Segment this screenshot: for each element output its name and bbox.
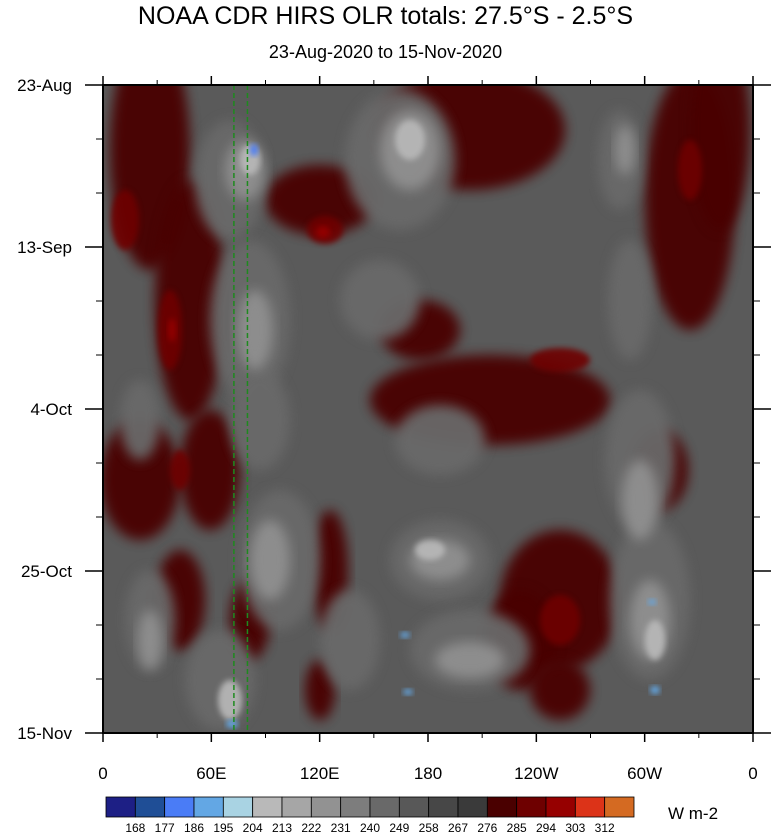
y-tick-label: 15-Nov xyxy=(17,724,72,743)
field-blob xyxy=(540,595,580,645)
colorbar-label: 195 xyxy=(213,821,233,834)
colorbar-swatch xyxy=(457,796,488,818)
field-blob xyxy=(650,686,660,694)
x-tick-label: 0 xyxy=(98,764,107,783)
colorbar-label: 285 xyxy=(507,821,527,834)
y-tick-label: 13-Sep xyxy=(17,238,72,257)
plot-area xyxy=(103,85,753,733)
field-blob xyxy=(185,630,255,730)
x-tick-label: 180 xyxy=(414,764,442,783)
colorbar-swatch xyxy=(516,796,547,818)
colorbar-label: 231 xyxy=(331,821,351,834)
field-blob xyxy=(170,450,190,490)
field-blob xyxy=(305,660,335,720)
field-blob xyxy=(230,370,290,470)
field-blob xyxy=(530,348,590,372)
field-blob xyxy=(340,260,420,340)
field-blob xyxy=(435,642,505,678)
x-tick-label: 60E xyxy=(196,764,226,783)
colorbar-swatch xyxy=(281,796,312,818)
colorbar-swatch xyxy=(574,796,606,818)
colorbar-label: 222 xyxy=(301,821,321,834)
field-blob xyxy=(395,405,485,475)
colorbar-label: 204 xyxy=(243,821,263,834)
colorbar-swatch xyxy=(193,796,224,818)
colorbar-label: 240 xyxy=(360,821,380,834)
colorbar-swatch xyxy=(222,796,254,818)
field-blob xyxy=(622,460,658,540)
colorbar-label: 168 xyxy=(125,821,145,834)
axes: 0 60E 120E 180 120W 60W 0 23-Aug 13-Sep 4-Oct 25-O… xyxy=(17,76,771,783)
field-blob xyxy=(168,318,176,342)
colorbar-swatch xyxy=(369,796,400,818)
chart-title: NOAA CDR HIRS OLR totals: 27.5°S - 2.5°S xyxy=(137,2,634,30)
field-blob xyxy=(645,620,665,660)
colorbar-swatch xyxy=(340,796,371,818)
colorbar-swatch xyxy=(252,796,283,818)
x-tick-label: 60W xyxy=(627,764,662,783)
colorbar-swatch xyxy=(105,796,136,818)
x-tick-label: 0 xyxy=(748,764,757,783)
colorbar: 168 177 186 195 204 213 222 231 240 249 258 267 276 2… xyxy=(105,796,635,834)
field-blob xyxy=(678,140,702,200)
colorbar-swatch xyxy=(486,796,518,818)
field-blob xyxy=(237,290,273,370)
y-tick-label: 25-Oct xyxy=(21,562,72,581)
field-blob xyxy=(608,240,652,360)
colorbar-label: 177 xyxy=(155,821,175,834)
x-tick-label: 120W xyxy=(514,764,558,783)
field-blob xyxy=(218,680,242,720)
field-blob xyxy=(530,660,590,720)
field-blob xyxy=(648,599,656,605)
y-tick-label: 4-Oct xyxy=(30,400,72,419)
colorbar-label: 294 xyxy=(536,821,556,834)
field-blob xyxy=(138,610,162,670)
field-blob xyxy=(395,120,425,160)
colorbar-swatch xyxy=(428,796,459,818)
colorbar-label: 186 xyxy=(184,821,204,834)
field-blob xyxy=(316,226,330,238)
colorbar-label: 276 xyxy=(477,821,497,834)
field-blob xyxy=(265,165,375,235)
colorbar-label: 312 xyxy=(595,821,615,834)
colorbar-swatch xyxy=(604,796,635,818)
colorbar-label: 258 xyxy=(419,821,439,834)
field-blob xyxy=(226,720,238,728)
field-blob xyxy=(690,85,750,230)
chart-subtitle: 23-Aug-2020 to 15-Nov-2020 xyxy=(268,42,503,62)
colorbar-swatch xyxy=(398,796,430,818)
colorbar-swatch xyxy=(310,796,342,818)
field-blob xyxy=(415,540,445,560)
colorbar-swatch xyxy=(545,796,576,818)
field-blob xyxy=(400,632,410,638)
field-blob xyxy=(111,190,139,250)
field-blob xyxy=(615,125,635,175)
field-blob xyxy=(250,144,258,156)
colorbar-units: W m-2 xyxy=(668,804,719,823)
reference-lines xyxy=(233,85,249,733)
field-blob xyxy=(180,410,240,530)
colorbar-label: 303 xyxy=(565,821,585,834)
x-tick-label: 120E xyxy=(300,764,340,783)
colorbar-swatch xyxy=(134,796,166,818)
colorbar-label: 213 xyxy=(272,821,292,834)
field-blob xyxy=(103,420,180,540)
field-blob xyxy=(120,380,160,460)
colorbar-label: 249 xyxy=(389,821,409,834)
colorbar-label: 267 xyxy=(448,821,468,834)
y-tick-label: 23-Aug xyxy=(17,76,72,95)
olr-field xyxy=(103,85,750,730)
colorbar-swatch xyxy=(164,796,195,818)
field-blob xyxy=(403,689,413,695)
field-blob xyxy=(250,520,290,600)
field-blob xyxy=(320,590,380,690)
